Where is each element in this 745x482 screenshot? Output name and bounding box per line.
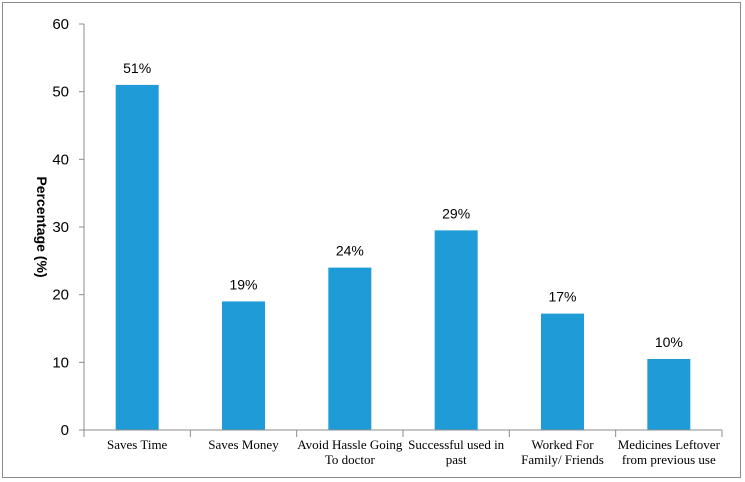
x-category-label-line: Saves Time (107, 437, 168, 452)
bar (647, 358, 691, 430)
x-category-label-line: Medicines Leftover (618, 437, 721, 452)
x-category-label: Saves Money (208, 437, 279, 452)
y-axis: 0 10 20 30 40 50 60 (52, 16, 85, 439)
y-tick-label: 50 (52, 84, 69, 101)
y-tick-label: 10 (52, 354, 69, 371)
y-tick-label: 60 (52, 16, 69, 33)
bar (541, 313, 584, 430)
bar (222, 301, 265, 430)
data-label: 19% (229, 276, 257, 292)
bar (115, 84, 159, 431)
data-label: 29% (442, 205, 470, 221)
x-category-label-line: To doctor (325, 452, 376, 467)
x-category-label-line: Family/ Friends (521, 452, 604, 467)
y-tick-label: 0 (61, 422, 69, 439)
bar-chart: Percentage (%) 0 10 20 30 40 50 60 51% 19% 24% 29… (34, 16, 723, 467)
x-category-label-line: Avoid Hassle Going (297, 437, 403, 452)
y-tick-label: 30 (52, 219, 69, 236)
x-category-label: Saves Time (107, 437, 168, 452)
x-category-label-line: from previous use (622, 452, 716, 467)
x-category-label: Successful used in past (408, 437, 505, 467)
bars-group: 51% 19% 24% 29% 17% 10% (115, 60, 691, 431)
bar (328, 267, 372, 430)
x-axis: Saves Time Saves Money Avoid Hassle Going T… (83, 429, 723, 467)
x-category-label: Avoid Hassle Going To doctor (297, 437, 403, 467)
chart-frame: Percentage (%) 0 10 20 30 40 50 60 51% 19% 24% 29… (2, 2, 741, 478)
x-category-label: Worked For Family/ Friends (521, 437, 604, 467)
data-label: 51% (123, 60, 151, 76)
y-tick-label: 40 (52, 151, 69, 168)
y-axis-title: Percentage (%) (34, 176, 50, 277)
x-category-label-line: past (446, 452, 467, 467)
x-category-label-line: Saves Money (208, 437, 279, 452)
x-category-label-line: Worked For (531, 437, 594, 452)
bar (434, 230, 478, 430)
x-category-label-line: Successful used in (408, 437, 505, 452)
y-tick-label: 20 (52, 287, 69, 304)
data-label: 10% (655, 334, 683, 350)
x-category-label: Medicines Leftover from previous use (618, 437, 721, 467)
data-label: 17% (548, 289, 576, 305)
data-label: 24% (336, 243, 364, 259)
